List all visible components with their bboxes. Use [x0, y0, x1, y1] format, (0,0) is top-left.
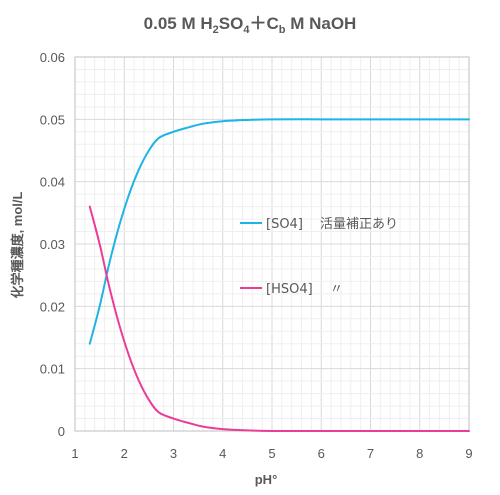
y-tick-label: 0.04	[40, 175, 65, 190]
y-tick-label: 0.01	[40, 362, 65, 377]
title-part-end: M NaOH	[285, 14, 356, 33]
x-tick-label: 9	[465, 446, 472, 461]
title-part-main: 0.05 M H	[144, 14, 213, 33]
y-tick-label: 0	[58, 424, 65, 439]
title-subscript-4: 4	[243, 24, 250, 36]
y-tick-label: 0.02	[40, 299, 65, 314]
series-line-hso4	[88, 205, 470, 433]
series-layer	[88, 118, 470, 433]
legend-label-hso4: [HSO4]	[266, 282, 313, 297]
title-subscript-2: 2	[213, 24, 219, 36]
title-part-so: SO	[219, 14, 244, 33]
x-axis-label: pH°	[255, 472, 278, 487]
series-line-so4	[88, 118, 470, 345]
title-subscript-b: b	[279, 24, 286, 36]
x-tick-label: 1	[71, 446, 78, 461]
legend-note-so4: 活量補正あり	[320, 217, 398, 232]
x-tick-label: 6	[318, 446, 325, 461]
y-tick-label: 0.03	[40, 237, 65, 252]
chart-title: 0.05 M H2SO4＋Cb M NaOH	[144, 14, 357, 36]
x-tick-label: 7	[367, 446, 374, 461]
x-tick-label: 3	[170, 446, 177, 461]
y-axis-ticks: 0 0.01 0.02 0.03 0.04 0.05 0.06	[40, 50, 65, 439]
y-axis-label: 化学種濃度, mol/L	[10, 191, 25, 298]
x-tick-label: 4	[219, 446, 226, 461]
title-part-plus-c: ＋C	[249, 14, 278, 33]
y-tick-label: 0.05	[40, 112, 65, 127]
legend-note-hso4: 〃	[330, 282, 343, 297]
x-tick-label: 5	[268, 446, 275, 461]
legend-label-so4: [SO4]	[266, 217, 303, 232]
x-axis-ticks: 1 2 3 4 5 6 7 8 9	[71, 446, 472, 461]
x-tick-label: 8	[416, 446, 423, 461]
x-tick-label: 2	[121, 446, 128, 461]
grid	[74, 56, 470, 432]
legend: [SO4] 活量補正あり [HSO4] 〃	[240, 217, 398, 297]
y-tick-label: 0.06	[40, 50, 65, 65]
